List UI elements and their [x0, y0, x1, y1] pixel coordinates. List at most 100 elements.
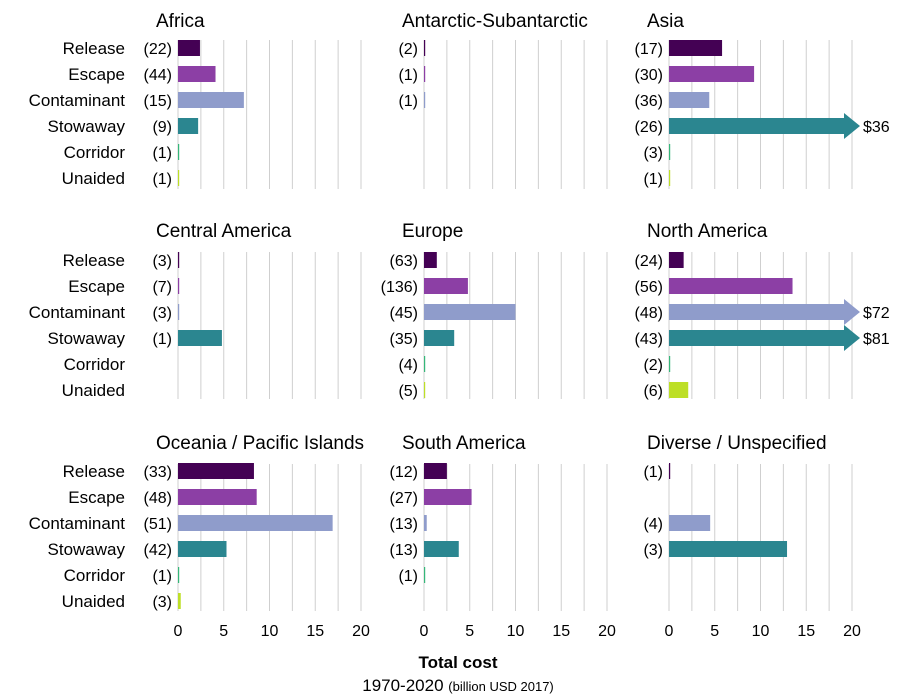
bar-arrow-stowaway: [669, 113, 860, 139]
count-label: (33): [144, 464, 172, 481]
count-label: (45): [390, 305, 418, 322]
count-label: (136): [381, 279, 418, 296]
count-label: (12): [390, 464, 418, 481]
category-label-escape: Escape: [68, 277, 125, 296]
panel-title-oceania-pacific-islands: Oceania / Pacific Islands: [156, 433, 364, 454]
bar-arrow-contaminant: [669, 299, 860, 325]
bar-arrow-stowaway: [669, 325, 860, 351]
bar-escape: [424, 489, 472, 505]
count-label: (13): [390, 542, 418, 559]
bar-contaminant: [424, 304, 516, 320]
bar-stowaway: [669, 541, 788, 557]
x-tick-label: 10: [507, 623, 525, 640]
category-label-stowaway: Stowaway: [48, 540, 126, 559]
x-axis-subtitle: 1970-2020 (billion USD 2017): [362, 676, 554, 695]
bar-escape: [669, 66, 755, 82]
count-label: (1): [398, 93, 418, 110]
category-label-unaided: Unaided: [62, 592, 125, 611]
count-label: (1): [152, 331, 172, 348]
count-label: (48): [635, 305, 663, 322]
bar-release: [178, 40, 200, 56]
x-tick-label: 20: [843, 623, 861, 640]
count-label: (1): [643, 171, 663, 188]
category-label-contaminant: Contaminant: [29, 91, 126, 110]
bar-release: [178, 463, 254, 479]
count-label: (1): [643, 464, 663, 481]
panel-title-europe: Europe: [402, 221, 463, 242]
x-tick-label: 10: [752, 623, 770, 640]
bar-corridor: [669, 356, 671, 372]
count-label: (6): [643, 383, 663, 400]
bar-stowaway: [178, 330, 222, 346]
bar-contaminant: [669, 515, 711, 531]
count-label: (1): [152, 171, 172, 188]
bar-contaminant: [424, 515, 427, 531]
bar-escape: [424, 278, 468, 294]
category-label-escape: Escape: [68, 65, 125, 84]
count-label: (24): [635, 253, 663, 270]
count-label: (56): [635, 279, 663, 296]
count-label: (1): [398, 568, 418, 585]
bar-release: [424, 463, 447, 479]
count-label: (2): [643, 357, 663, 374]
count-label: (9): [152, 119, 172, 136]
x-tick-label: 0: [665, 623, 674, 640]
x-tick-label: 0: [174, 623, 183, 640]
bar-unaided: [424, 382, 426, 398]
category-label-stowaway: Stowaway: [48, 329, 126, 348]
category-label-corridor: Corridor: [64, 355, 126, 374]
bar-release: [669, 40, 723, 56]
category-label-stowaway: Stowaway: [48, 117, 126, 136]
category-label-release: Release: [63, 251, 125, 270]
count-label: (36): [635, 93, 663, 110]
count-label: (4): [398, 357, 418, 374]
category-label-release: Release: [63, 462, 125, 481]
bar-contaminant: [669, 92, 710, 108]
count-label: (2): [398, 41, 418, 58]
bar-contaminant: [178, 515, 333, 531]
bar-release: [424, 40, 426, 56]
bar-escape: [424, 66, 426, 82]
bar-release: [669, 463, 671, 479]
count-label: (1): [152, 145, 172, 162]
category-label-unaided: Unaided: [62, 169, 125, 188]
count-label: (5): [398, 383, 418, 400]
bar-unaided: [669, 382, 689, 398]
bar-stowaway: [424, 330, 455, 346]
panel-title-diverse-unspecified: Diverse / Unspecified: [647, 433, 827, 454]
x-tick-label: 10: [261, 623, 279, 640]
bar-stowaway: [424, 541, 459, 557]
count-label: (3): [152, 305, 172, 322]
panel-title-south-america: South America: [402, 433, 526, 454]
bar-escape: [178, 278, 180, 294]
category-label-contaminant: Contaminant: [29, 303, 126, 322]
x-axis-title: Total cost: [418, 653, 497, 672]
count-label: (7): [152, 279, 172, 296]
bar-escape: [669, 278, 793, 294]
count-label: (27): [390, 490, 418, 507]
x-tick-label: 20: [598, 623, 616, 640]
count-label: (43): [635, 331, 663, 348]
x-tick-label: 15: [306, 623, 324, 640]
count-label: (3): [152, 594, 172, 611]
category-label-corridor: Corridor: [64, 566, 126, 585]
count-label: (13): [390, 516, 418, 533]
bar-escape: [178, 489, 257, 505]
overflow-value-label: $81: [863, 331, 890, 348]
bar-corridor: [178, 144, 180, 160]
panel-title-asia: Asia: [647, 11, 684, 32]
x-tick-label: 5: [219, 623, 228, 640]
x-tick-label: 15: [797, 623, 815, 640]
category-label-release: Release: [63, 39, 125, 58]
category-label-contaminant: Contaminant: [29, 514, 126, 533]
count-label: (1): [398, 67, 418, 84]
category-label-unaided: Unaided: [62, 381, 125, 400]
panel-title-africa: Africa: [156, 11, 205, 32]
count-label: (63): [390, 253, 418, 270]
count-label: (3): [152, 253, 172, 270]
bar-escape: [178, 66, 216, 82]
bar-corridor: [669, 144, 671, 160]
bar-unaided: [178, 593, 181, 609]
bar-release: [424, 252, 437, 268]
bar-contaminant: [424, 92, 426, 108]
